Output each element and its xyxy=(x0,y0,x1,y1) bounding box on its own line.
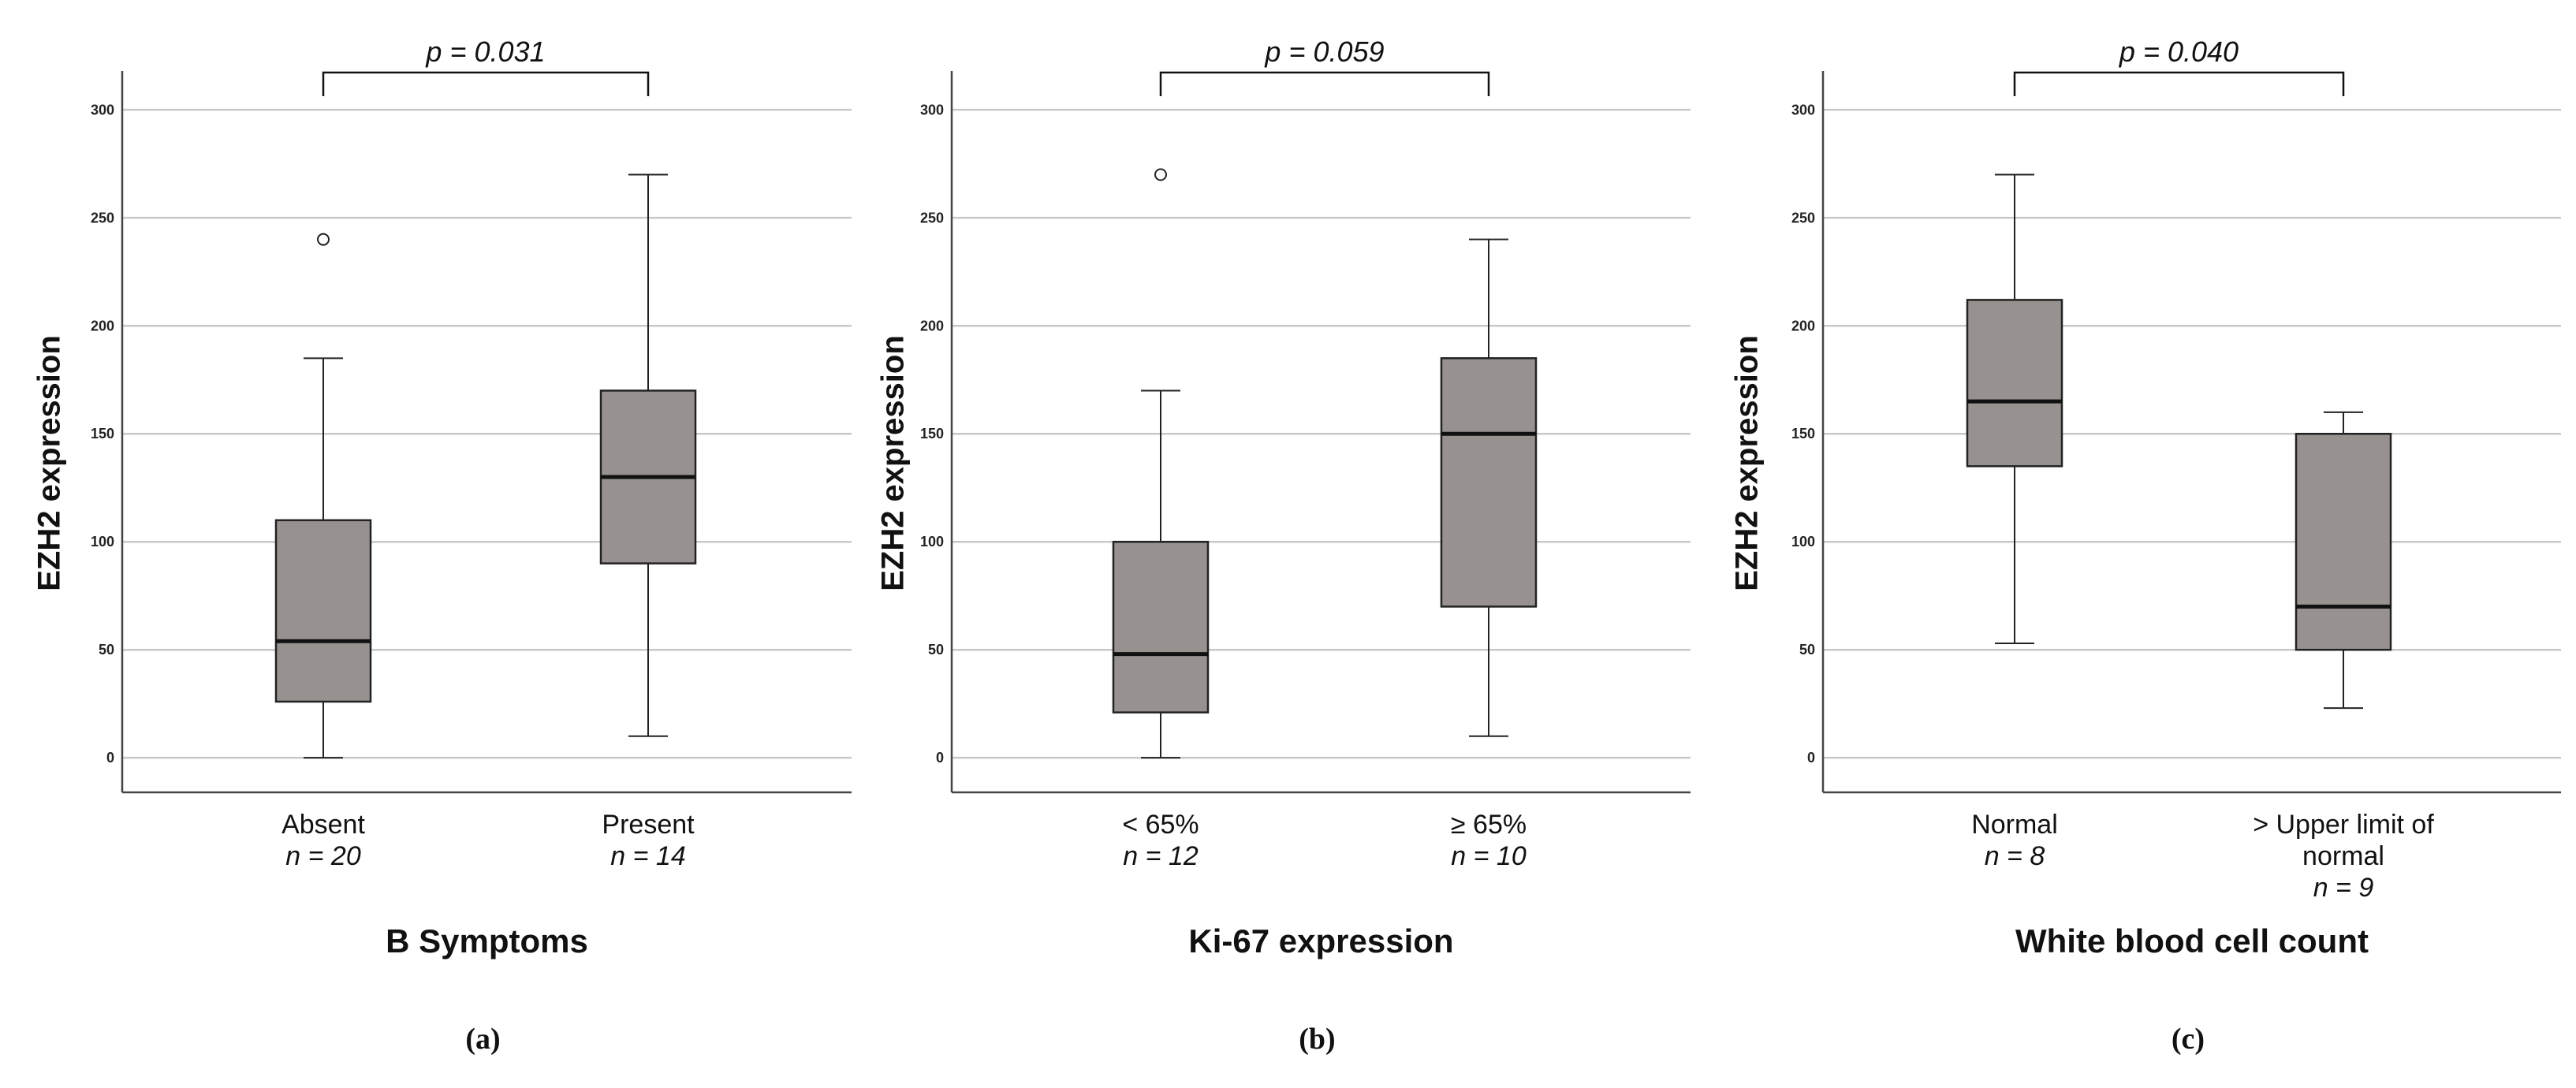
y-tick-label: 150 xyxy=(1791,426,1815,442)
box-1 xyxy=(274,233,372,759)
significance-bracket xyxy=(322,71,650,96)
p-value-label: p = 0.040 xyxy=(2119,35,2239,68)
panel-label: (b) xyxy=(1299,1023,1335,1056)
y-tick-label: 300 xyxy=(91,102,114,117)
y-tick-label: 100 xyxy=(1791,534,1815,550)
category-label: < 65% xyxy=(1122,810,1199,840)
box-2 xyxy=(1440,238,1538,737)
y-tick-label: 50 xyxy=(1799,642,1815,658)
p-value-label: p = 0.031 xyxy=(425,35,545,68)
iqr-box xyxy=(2295,432,2392,651)
y-tick-label: 300 xyxy=(920,102,944,117)
y-tick-label: 200 xyxy=(91,318,114,333)
y-tick-label: 300 xyxy=(1791,102,1815,117)
box-1 xyxy=(1112,168,1210,759)
significance-bracket xyxy=(2013,71,2345,96)
outlier-point xyxy=(1154,168,1167,181)
y-tick-label: 250 xyxy=(91,210,114,225)
y-tick-label: 100 xyxy=(920,534,944,550)
x-axis-title: B Symptoms xyxy=(386,922,588,959)
n-label: n = 12 xyxy=(1123,841,1199,871)
panel-label: (c) xyxy=(2172,1023,2205,1056)
iqr-box xyxy=(1440,357,1538,608)
category-label: Absent xyxy=(281,810,365,840)
y-tick-label: 250 xyxy=(1791,210,1815,225)
y-tick-label: 150 xyxy=(91,426,114,442)
y-tick-label: 50 xyxy=(928,642,944,658)
panel-label: (a) xyxy=(465,1023,500,1056)
x-axis-title: White blood cell count xyxy=(2015,922,2369,959)
iqr-box xyxy=(1966,299,2063,468)
y-tick-label: 250 xyxy=(920,210,944,225)
y-tick-label: 50 xyxy=(99,642,114,658)
category-label: Present xyxy=(602,810,695,840)
y-tick-label: 200 xyxy=(1791,318,1815,333)
p-value-label: p = 0.059 xyxy=(1264,35,1384,68)
box-2 xyxy=(2295,411,2392,710)
iqr-box xyxy=(274,519,372,703)
category-label: > Upper limit of xyxy=(2253,810,2434,840)
y-tick-label: 0 xyxy=(106,750,114,766)
x-axis-title: Ki-67 expression xyxy=(1188,922,1453,959)
outlier-point xyxy=(317,233,330,246)
y-tick-label: 0 xyxy=(1807,750,1815,766)
y-tick-label: 150 xyxy=(920,426,944,442)
category-label: Normal xyxy=(1971,810,2058,840)
n-label: n = 9 xyxy=(2313,873,2374,903)
n-label: n = 20 xyxy=(285,841,361,871)
box-1 xyxy=(1966,173,2063,644)
n-label: n = 10 xyxy=(1451,841,1527,871)
y-tick-label: 200 xyxy=(920,318,944,333)
y-axis-title: EZH2 expression xyxy=(1730,335,1765,591)
box-2 xyxy=(599,173,697,737)
iqr-box xyxy=(1112,540,1210,714)
y-tick-label: 0 xyxy=(936,750,944,766)
n-label: n = 8 xyxy=(1985,841,2045,871)
significance-bracket xyxy=(1159,71,1490,96)
category-label: ≥ 65% xyxy=(1451,810,1527,840)
y-tick-label: 100 xyxy=(91,534,114,550)
n-label: n = 14 xyxy=(610,841,685,871)
y-axis-title: EZH2 expression xyxy=(32,335,67,591)
y-axis-title: EZH2 expression xyxy=(876,335,911,591)
category-label: normal xyxy=(2302,841,2384,871)
